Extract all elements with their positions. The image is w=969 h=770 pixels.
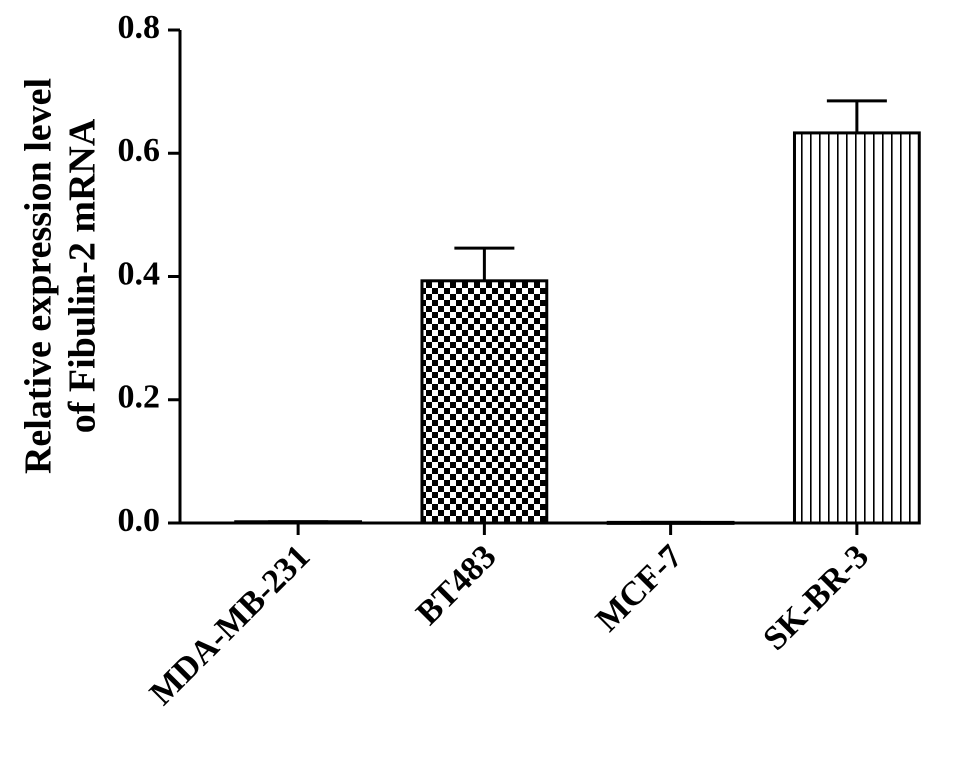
y-tick-label: 0.4 xyxy=(118,255,161,292)
bar xyxy=(792,131,921,525)
x-tick-label: MCF-7 xyxy=(589,538,690,639)
y-axis-title-line: Relative expression level xyxy=(18,78,60,474)
bar xyxy=(420,279,549,525)
y-tick-label: 0.2 xyxy=(118,379,161,416)
y-axis-title: Relative expression level of Fibulin-2 m… xyxy=(18,78,104,474)
x-tick-label: SK-BR-3 xyxy=(756,538,876,658)
x-tick-label: MDA-MB-231 xyxy=(143,538,317,712)
y-tick-label: 0.6 xyxy=(118,132,161,169)
bar xyxy=(606,520,735,525)
y-tick-label: 0.0 xyxy=(118,502,161,539)
y-tick-label: 0.8 xyxy=(118,9,161,46)
y-axis-title-line: of Fibulin-2 mRNA xyxy=(62,118,104,433)
bar xyxy=(234,520,363,525)
x-tick-label: BT483 xyxy=(409,538,503,632)
